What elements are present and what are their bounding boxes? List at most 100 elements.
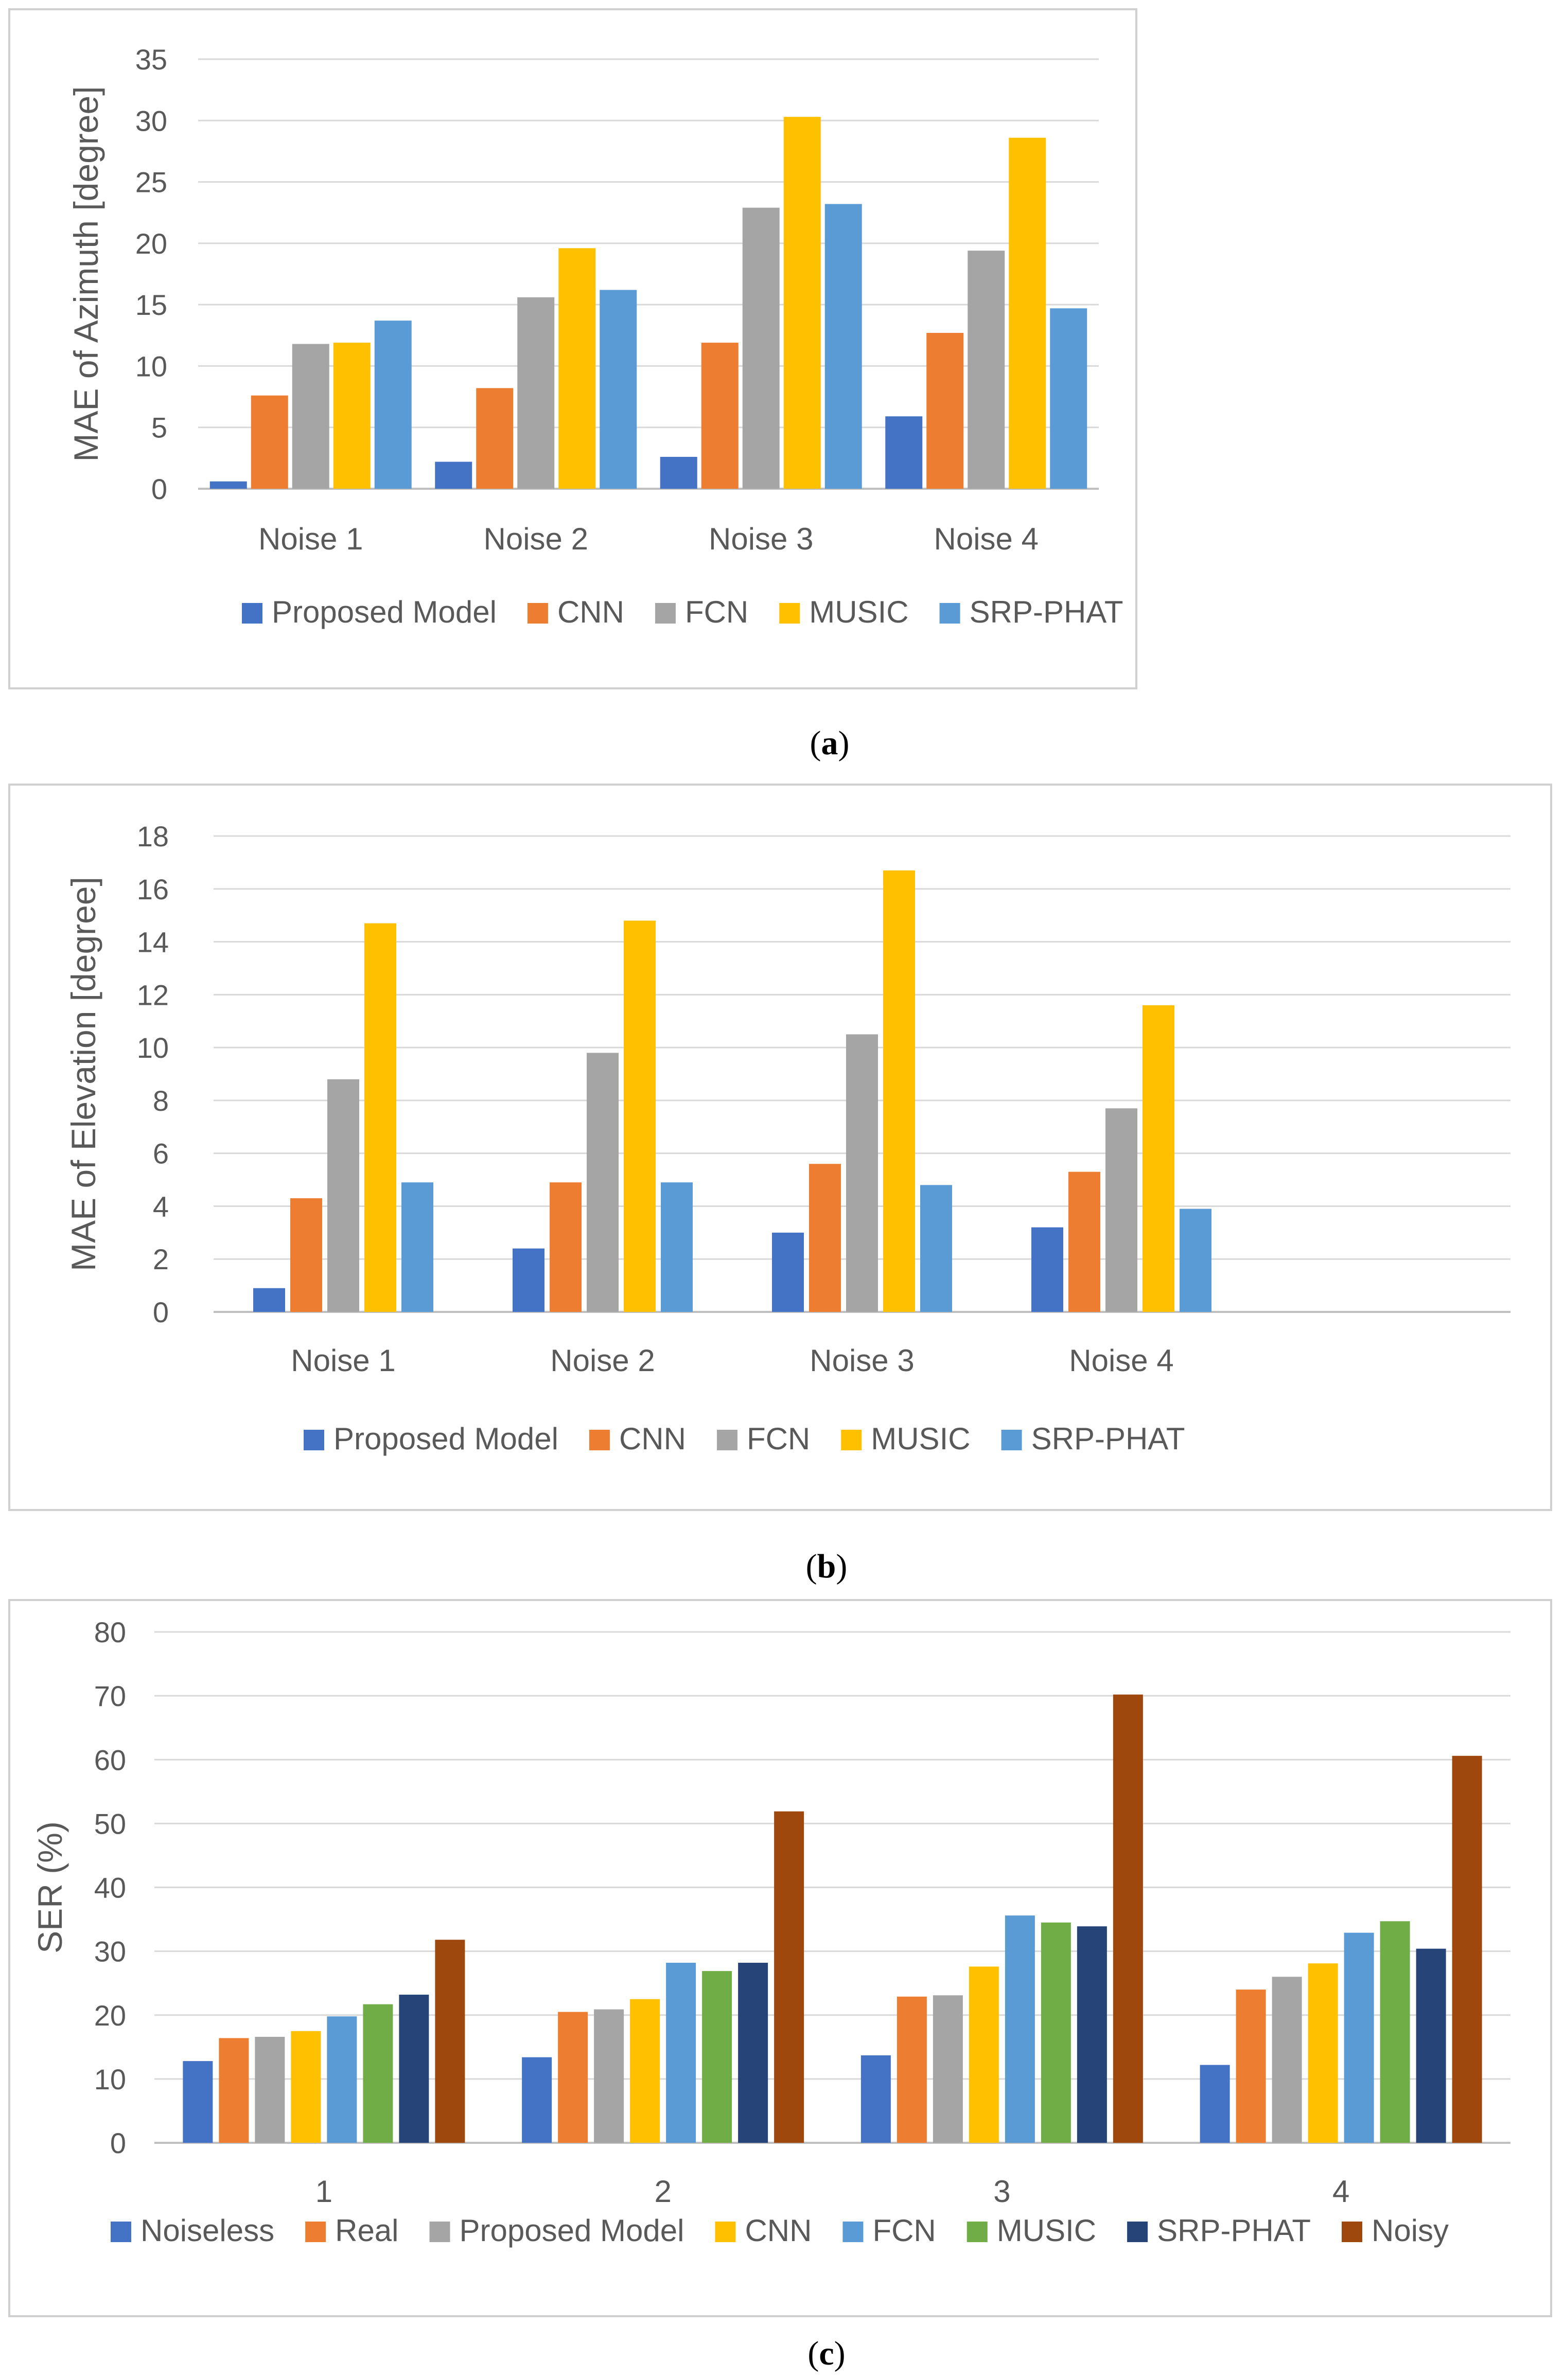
- legend-label: SRP-PHAT: [1031, 1422, 1185, 1456]
- bar-srp-phat: [600, 290, 637, 489]
- caption-c: (c): [807, 2335, 845, 2372]
- y-tick-label: 80: [94, 1616, 126, 1648]
- bar-proposed-model: [885, 416, 923, 489]
- y-tick-label: 10: [94, 2063, 126, 2095]
- chart-panel-b: 0 2 4 6 8 10 12 14 16 18 MAE of Elevation [degree]…: [8, 784, 1552, 1511]
- legend-swatch: [842, 2222, 864, 2242]
- y-tick-label: 50: [94, 1807, 126, 1840]
- bar-music: [333, 343, 371, 489]
- bar-srp-phat: [1077, 1926, 1107, 2143]
- bar-cnn: [1308, 1963, 1338, 2143]
- bar-fcn: [666, 1962, 696, 2143]
- bar-cnn: [926, 333, 964, 489]
- y-tick-label: 12: [137, 979, 169, 1011]
- bar-fcn: [587, 1053, 619, 1312]
- bar-proposed-model: [435, 461, 472, 489]
- bar-music: [1009, 137, 1046, 489]
- y-tick-label: 6: [153, 1138, 169, 1170]
- bar-noisy: [435, 1940, 465, 2143]
- bar-cnn: [630, 1999, 660, 2143]
- bar-fcn: [292, 344, 329, 489]
- bar-noisy: [1452, 1755, 1482, 2143]
- legend-label: CNN: [619, 1422, 686, 1456]
- y-tick-label: 20: [135, 227, 167, 260]
- bar-cnn: [476, 388, 514, 489]
- bar-srp-phat: [1416, 1948, 1446, 2143]
- bar-noisy: [1113, 1694, 1143, 2143]
- bar-cnn: [550, 1182, 582, 1312]
- legend-swatch: [1001, 1430, 1022, 1450]
- y-tick-label: 16: [137, 873, 169, 905]
- chart-c: 0 10 20 30 40 50 60 70 80 SER (%) 1 2 3 4 Noiseless Rea…: [31, 1616, 1510, 2248]
- bar-music: [783, 117, 821, 489]
- bar-music: [883, 870, 915, 1312]
- bar-srp-phat: [824, 204, 862, 489]
- chart-b: 0 2 4 6 8 10 12 14 16 18 MAE of Elevation [degree]…: [64, 820, 1510, 1456]
- bar-cnn: [291, 2031, 321, 2143]
- y-tick-label: 5: [151, 412, 167, 444]
- y-axis-label: MAE of Azimuth [degree]: [67, 86, 105, 461]
- caption-a: (a): [810, 724, 850, 762]
- bar-music: [363, 2004, 393, 2143]
- legend-swatch: [655, 603, 676, 624]
- x-category-label: Noise 3: [709, 522, 813, 556]
- y-tick-label: 0: [153, 1296, 169, 1328]
- legend-label: Noisy: [1372, 2213, 1449, 2248]
- x-category-label: Noise 4: [1069, 1343, 1173, 1378]
- bar-noiseless: [1200, 2065, 1230, 2143]
- legend-label: Proposed Model: [460, 2213, 684, 2248]
- y-axis-label: SER (%): [31, 1821, 69, 1953]
- bar-fcn: [1005, 1915, 1035, 2143]
- legend-swatch: [429, 2222, 450, 2242]
- x-category-label: Noise 2: [484, 522, 588, 556]
- y-tick-label: 70: [94, 1680, 126, 1712]
- bar-proposed-model: [255, 2036, 285, 2143]
- x-category-label: 3: [993, 2174, 1010, 2209]
- bar-music: [364, 923, 396, 1312]
- x-category-label: 4: [1332, 2174, 1349, 2209]
- bar-fcn: [846, 1034, 878, 1312]
- legend-label: Proposed Model: [333, 1422, 558, 1456]
- legend-swatch: [111, 2222, 131, 2242]
- panel-frame-b: [8, 784, 1552, 1511]
- y-tick-label: 10: [135, 350, 167, 382]
- bar-fcn: [742, 207, 780, 489]
- y-tick-label: 25: [135, 166, 167, 199]
- y-tick-label: 15: [135, 289, 167, 321]
- bar-proposed-model: [933, 1995, 963, 2143]
- bar-noiseless: [183, 2061, 213, 2143]
- legend-label: Real: [335, 2213, 398, 2248]
- y-axis-label: MAE of Elevation [degree]: [64, 877, 102, 1271]
- legend-label: SRP-PHAT: [970, 595, 1123, 629]
- bar-music: [558, 248, 596, 489]
- legend-label: MUSIC: [809, 595, 908, 629]
- bar-srp-phat: [1050, 308, 1087, 489]
- legend-label: SRP-PHAT: [1157, 2213, 1311, 2248]
- legend-swatch: [841, 1430, 862, 1450]
- bar-proposed-model: [253, 1288, 285, 1312]
- legend-label: CNN: [745, 2213, 812, 2248]
- y-tick-label: 20: [94, 1999, 126, 2032]
- bar-real: [558, 2012, 588, 2143]
- y-tick-label: 0: [110, 2127, 126, 2159]
- bar-srp-phat: [374, 321, 412, 489]
- bar-srp-phat: [401, 1182, 433, 1312]
- legend-swatch: [1342, 2222, 1363, 2242]
- legend-label: FCN: [747, 1422, 810, 1456]
- bar-cnn: [290, 1198, 322, 1312]
- bar-fcn: [1105, 1108, 1137, 1312]
- legend-label: MUSIC: [997, 2213, 1096, 2248]
- bar-srp-phat: [1180, 1209, 1211, 1312]
- y-tick-label: 40: [94, 1872, 126, 1904]
- y-tick-label: 8: [153, 1085, 169, 1117]
- bar-cnn: [251, 395, 288, 489]
- bar-cnn: [1068, 1171, 1100, 1312]
- x-category-label: 2: [654, 2174, 671, 2209]
- legend-swatch: [779, 603, 800, 624]
- x-category-label: Noise 1: [258, 522, 363, 556]
- y-tick-label: 0: [151, 473, 167, 505]
- y-tick-label: 30: [94, 1935, 126, 1968]
- bar-srp-phat: [738, 1962, 768, 2143]
- legend-label: CNN: [557, 595, 624, 629]
- legend-swatch: [589, 1430, 610, 1450]
